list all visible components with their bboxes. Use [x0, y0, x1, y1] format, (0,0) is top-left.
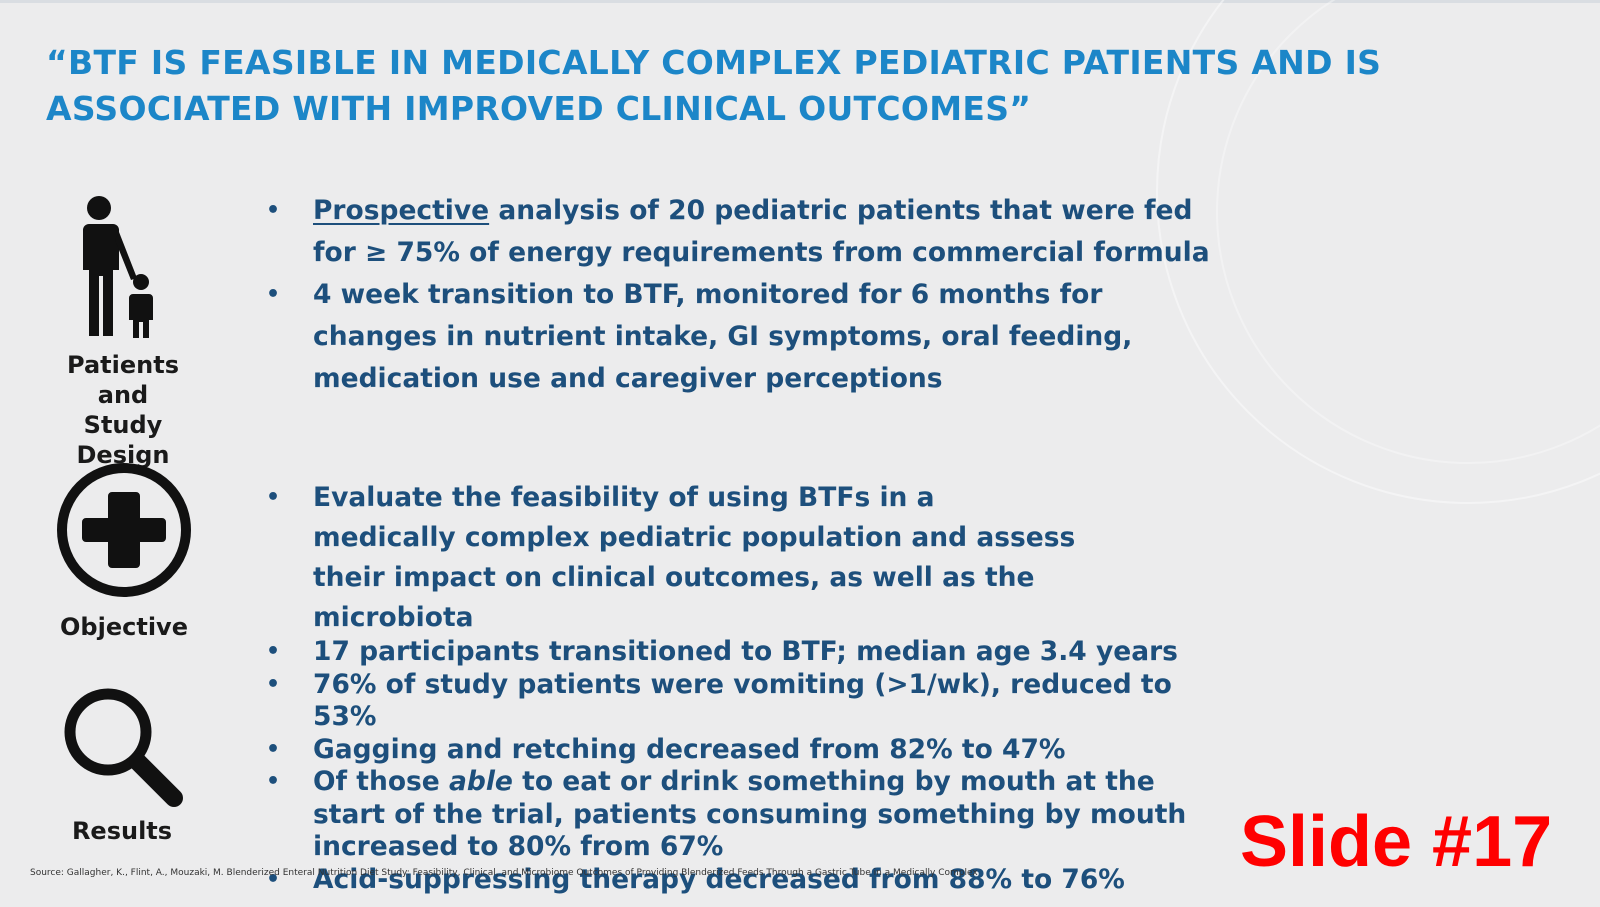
patients-section-header: Patients and Study Design [38, 192, 208, 470]
italic-term: able [449, 766, 513, 797]
patients-bullet-list: Prospective analysis of 20 pediatric pat… [266, 190, 1226, 400]
list-item: Of those able to eat or drink something … [266, 766, 1226, 864]
list-item: Evaluate the feasibility of using BTFs i… [266, 478, 1086, 638]
list-item: Gagging and retching decreased from 82% … [266, 734, 1226, 767]
medical-cross-icon [57, 463, 191, 597]
top-divider [0, 0, 1600, 3]
bullet-text: Gagging and retching decreased from 82% … [313, 733, 1066, 765]
bullet-text: 76% of study patients were vomiting (>1/… [313, 668, 1172, 733]
bullet-text: 4 week transition to BTF, monitored for … [313, 279, 1133, 394]
source-citation: Source: Gallagher, K., Flint, A., Mouzak… [30, 868, 978, 878]
magnifier-icon [64, 688, 183, 807]
objective-section-header: Objective [44, 462, 204, 642]
bullet-text: analysis of 20 pediatric patients that w… [313, 195, 1210, 268]
list-item: Prospective analysis of 20 pediatric pat… [266, 190, 1226, 274]
list-item: 76% of study patients were vomiting (>1/… [266, 669, 1226, 734]
patients-section-label-line-2: Study Design [76, 411, 170, 469]
results-section-label: Results [71, 817, 173, 845]
bullet-text: Acid-suppressing therapy decreased from … [313, 863, 1125, 895]
results-section-header: Results [56, 680, 188, 846]
slide-title: “BTF IS FEASIBLE IN MEDICALLY COMPLEX PE… [46, 40, 1466, 132]
list-item: Acid-suppressing therapy decreased from … [266, 864, 1226, 897]
slide-title-line-2: ASSOCIATED WITH IMPROVED CLINICAL OUTCOM… [46, 89, 1032, 128]
bullet-text: 17 participants transitioned to BTF; med… [313, 636, 1178, 667]
list-item: 17 participants transitioned to BTF; med… [266, 636, 1226, 669]
bullet-text: Evaluate the feasibility of using BTFs i… [313, 482, 1076, 633]
bullet-text: to eat or drink something by mouth at th… [313, 766, 1187, 862]
slide-title-line-1: “BTF IS FEASIBLE IN MEDICALLY COMPLEX PE… [46, 43, 1382, 82]
underlined-term: Prospective [313, 195, 490, 226]
list-item: 4 week transition to BTF, monitored for … [266, 274, 1226, 400]
patients-section-label-line-1: Patients and [67, 351, 179, 409]
objective-section-label: Objective [60, 613, 188, 641]
parent-child-icon [83, 196, 153, 338]
objective-bullet-list: Evaluate the feasibility of using BTFs i… [266, 478, 1086, 638]
bullet-text: Of those [313, 766, 449, 797]
slide-number-label: Slide #17 [1240, 802, 1553, 882]
results-bullet-list: 17 participants transitioned to BTF; med… [266, 636, 1226, 896]
